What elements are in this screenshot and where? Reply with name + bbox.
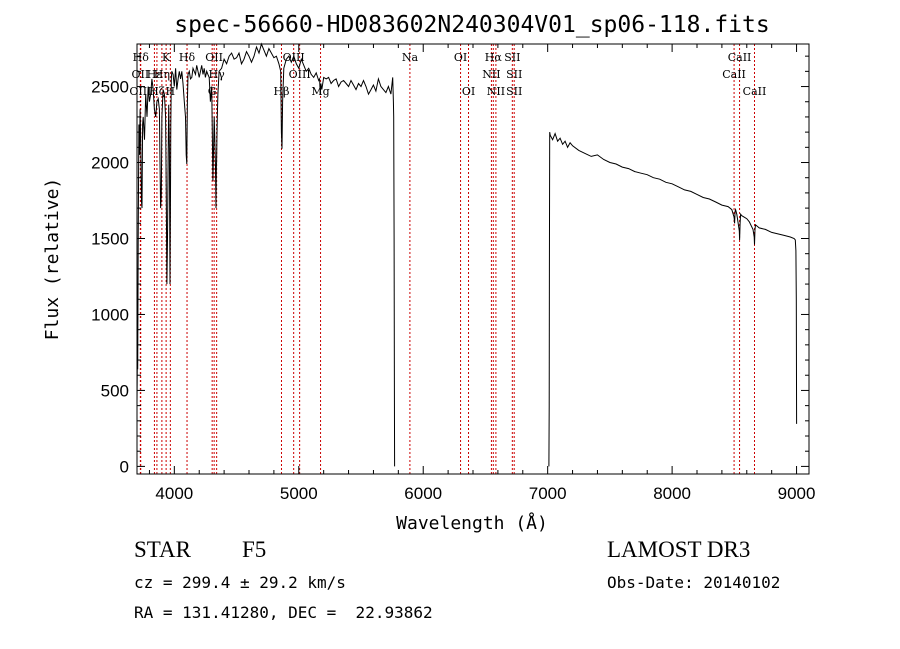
y-tick-label: 1500: [91, 229, 129, 248]
line-label-oiii: OIII: [289, 68, 311, 81]
plot-frame: [136, 43, 810, 475]
x-axis-ticks: 4000 5000 6000 7000 8000 9000: [148, 44, 816, 503]
y-tick-label: 2000: [91, 154, 129, 173]
line-label-nii: NII: [487, 85, 505, 98]
line-label-caii: CaII: [728, 51, 752, 64]
line-label-na: Na: [402, 51, 419, 64]
x-axis-label: Wavelength (Å): [396, 512, 548, 534]
line-label-k: K: [162, 51, 171, 64]
line-label-oi: OI: [462, 85, 475, 98]
line-label-nii: NII: [482, 68, 500, 81]
y-tick-label: 2500: [91, 78, 129, 97]
flux-line-red: [548, 132, 798, 467]
y-tick-label: 1000: [91, 305, 129, 324]
line-label-oii: OII: [205, 51, 223, 64]
x-tick-label: 6000: [404, 484, 442, 503]
line-label-sii: SII: [504, 51, 520, 64]
y-axis-label: Flux (relative): [42, 178, 63, 341]
line-label-oi: OI: [454, 51, 467, 64]
line-label-caii: CaII: [743, 85, 767, 98]
object-class: STAR: [134, 537, 191, 562]
line-label-caii: CaII: [722, 68, 746, 81]
line-label-hε: Hε: [147, 68, 163, 81]
redshift-cz: cz = 299.4 ± 29.2 km/s: [134, 573, 346, 592]
line-label-sii: SII: [506, 68, 522, 81]
y-tick-label: 0: [120, 457, 129, 476]
line-label-hβ: Hβ: [274, 85, 290, 98]
object-subclass: F5: [242, 537, 267, 562]
line-label-h: H: [166, 85, 176, 98]
line-label-hη: Hη: [154, 68, 170, 81]
y-tick-label: 500: [101, 381, 129, 400]
x-tick-label: 7000: [529, 484, 567, 503]
line-label-oii: OII: [132, 68, 150, 81]
emission-line-markers: [139, 44, 755, 474]
obs-date: Obs-Date: 20140102: [607, 573, 781, 592]
chart-title: spec-56660-HD083602N240304V01_sp06-118.f…: [174, 12, 769, 38]
line-label-hγ: Hγ: [209, 68, 226, 81]
x-tick-label: 4000: [155, 484, 193, 503]
flux-line-blue: [136, 42, 396, 467]
line-label-hδ: Hδ: [133, 51, 150, 64]
x-tick-label: 5000: [280, 484, 318, 503]
line-label-sii: SII: [506, 85, 522, 98]
line-label-hα: Hα: [485, 51, 503, 64]
line-label-hδ: Hδ: [179, 51, 196, 64]
survey-name: LAMOST DR3: [607, 537, 751, 562]
x-tick-label: 8000: [653, 484, 691, 503]
x-tick-label: 9000: [778, 484, 816, 503]
coordinates: RA = 131.41280, DEC = 22.93862: [134, 603, 433, 622]
y-axis-ticks: 0 500 1000 1500 2000 2500: [91, 55, 809, 476]
